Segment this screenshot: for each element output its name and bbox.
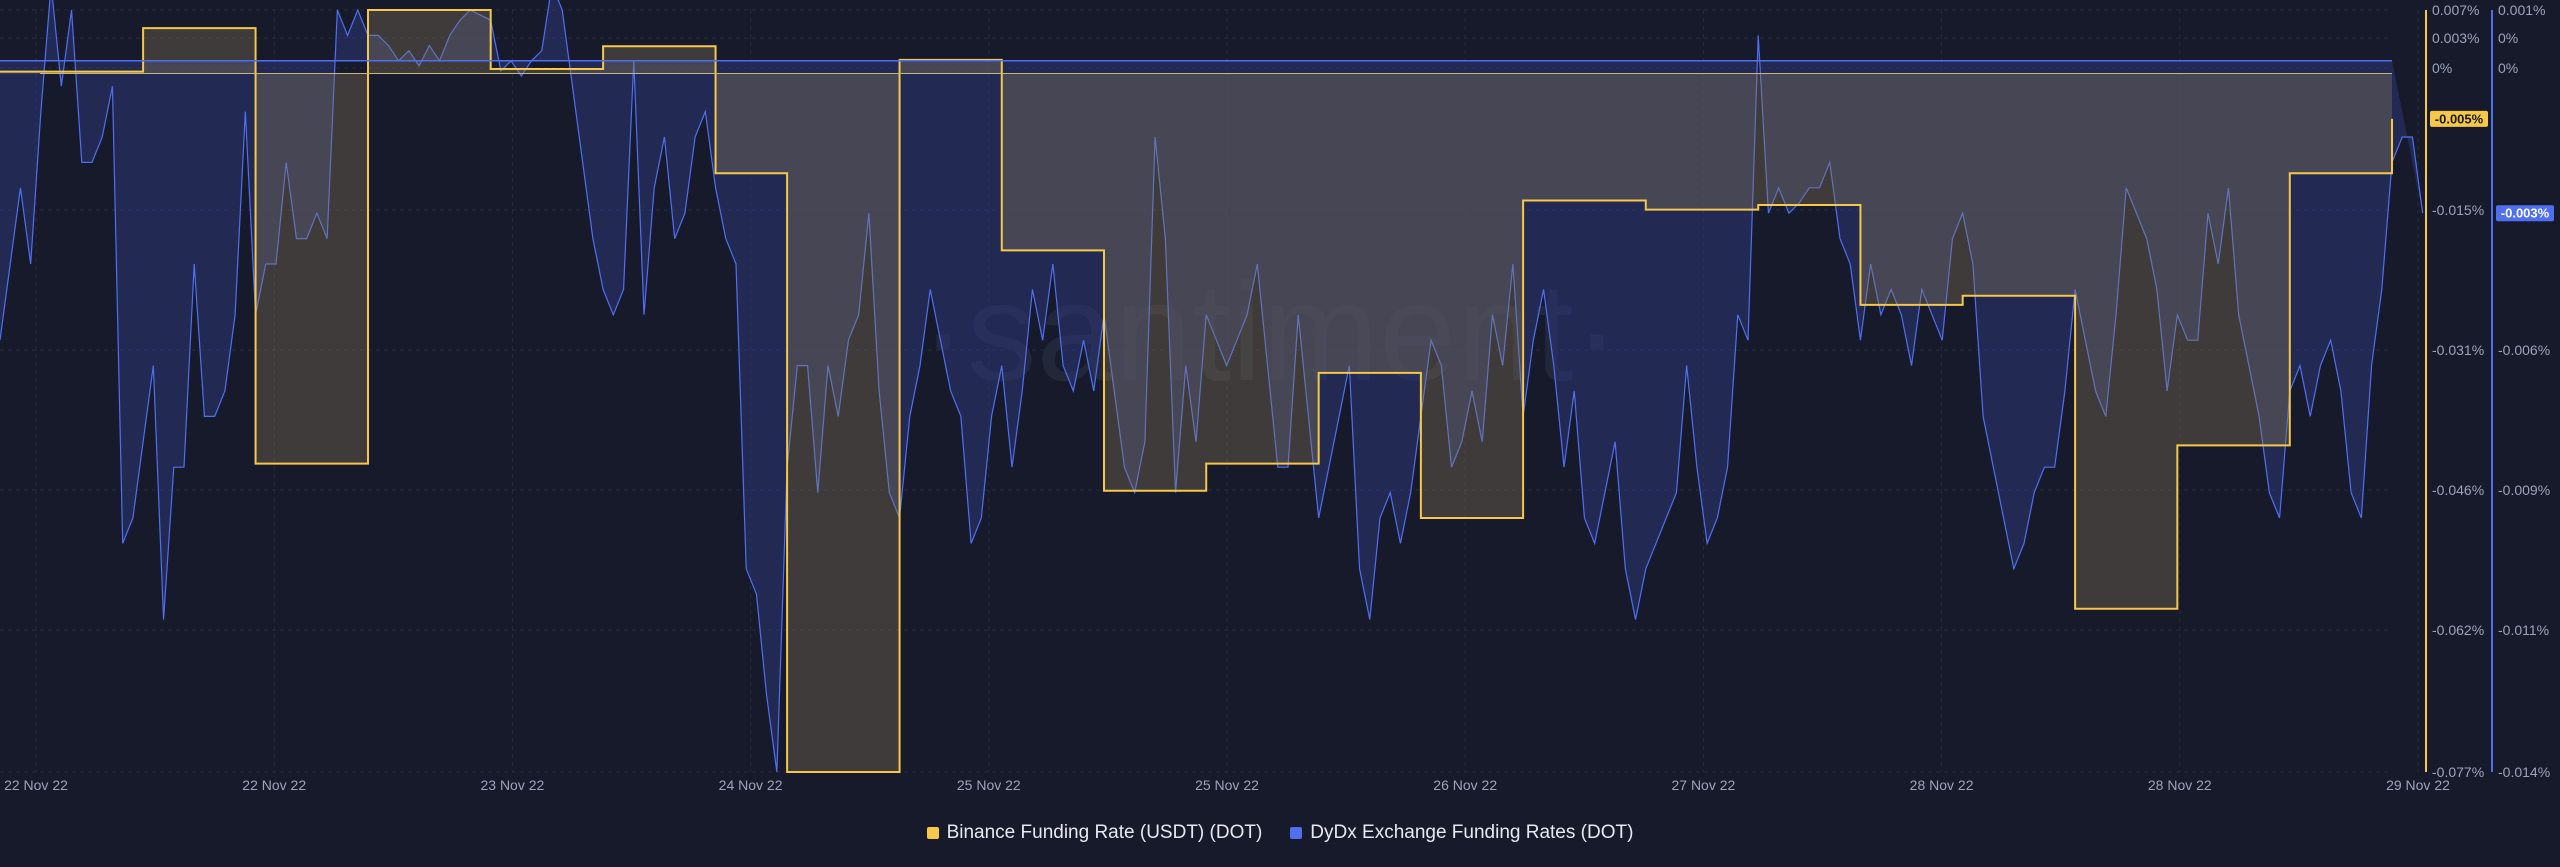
left-y-tick-label: 0.003% xyxy=(2432,30,2479,46)
left-y-tick-label: -0.062% xyxy=(2432,622,2484,638)
x-tick-label: 23 Nov 22 xyxy=(480,777,544,793)
x-tick-label: 24 Nov 22 xyxy=(719,777,783,793)
right-y-tick-label: 0.001% xyxy=(2498,2,2545,18)
legend-item-dydx[interactable]: DyDx Exchange Funding Rates (DOT) xyxy=(1290,822,1633,844)
legend-label-dydx: DyDx Exchange Funding Rates (DOT) xyxy=(1310,822,1634,843)
right-y-axis-ticks: 0.001% 0% 0% -0.003% -0.006% -0.009% -0.011% -0… xyxy=(2498,2,2550,780)
x-tick-label: 28 Nov 22 xyxy=(2148,777,2212,793)
series-area-dydx xyxy=(0,0,2423,772)
right-y-tick-label: 0% xyxy=(2498,60,2518,76)
x-tick-label: 29 Nov 22 xyxy=(2386,777,2450,793)
badge-label-dydx: -0.003% xyxy=(2501,206,2550,221)
left-y-tick-label: -0.015% xyxy=(2432,202,2484,218)
x-tick-label: 28 Nov 22 xyxy=(1910,777,1974,793)
right-y-tick-label: 0% xyxy=(2498,30,2518,46)
left-y-tick-label: -0.046% xyxy=(2432,482,2484,498)
legend-label-binance: Binance Funding Rate (USDT) (DOT) xyxy=(946,822,1263,843)
left-y-tick-label: -0.077% xyxy=(2432,764,2484,780)
series-area-binance xyxy=(0,10,2392,772)
legend-swatch-binance xyxy=(926,827,939,839)
right-y-tick-label: -0.006% xyxy=(2498,342,2550,358)
series-line-binance xyxy=(0,9,2393,773)
x-tick-label: 22 Nov 22 xyxy=(4,777,68,793)
current-value-badges: -0.005% -0.003% xyxy=(2430,110,2554,222)
axes xyxy=(0,10,2493,772)
x-tick-label: 25 Nov 22 xyxy=(957,777,1021,793)
left-y-axis-ticks: 0.007% 0.003% 0% -0.015% -0.031% -0.046% -0.06… xyxy=(2432,2,2484,780)
x-tick-label: 27 Nov 22 xyxy=(1671,777,1735,793)
binance-series xyxy=(0,9,2393,773)
badge-dydx xyxy=(2496,205,2554,222)
x-axis-ticks: 22 Nov 22 22 Nov 22 23 Nov 22 24 Nov 22 25 N… xyxy=(4,777,2450,793)
badge-binance xyxy=(2430,110,2488,127)
left-y-tick-label: 0% xyxy=(2432,60,2452,76)
badge-label-binance: -0.005% xyxy=(2435,111,2484,126)
dydx-series xyxy=(0,0,2424,773)
right-y-tick-label: -0.011% xyxy=(2498,622,2549,638)
x-tick-label: 26 Nov 22 xyxy=(1433,777,1497,793)
legend-swatch-dydx xyxy=(1290,827,1303,839)
right-y-tick-label: -0.014% xyxy=(2498,764,2550,780)
left-y-tick-label: -0.031% xyxy=(2432,342,2484,358)
x-tick-label: 22 Nov 22 xyxy=(242,777,306,793)
legend-item-binance[interactable]: Binance Funding Rate (USDT) (DOT) xyxy=(926,822,1263,844)
series-line-dydx xyxy=(0,0,2424,773)
left-y-tick-label: 0.007% xyxy=(2432,2,2479,18)
chart-legend: Binance Funding Rate (USDT) (DOT) DyDx E… xyxy=(0,822,2560,844)
right-y-tick-label: -0.009% xyxy=(2498,482,2550,498)
x-tick-label: 25 Nov 22 xyxy=(1195,777,1259,793)
